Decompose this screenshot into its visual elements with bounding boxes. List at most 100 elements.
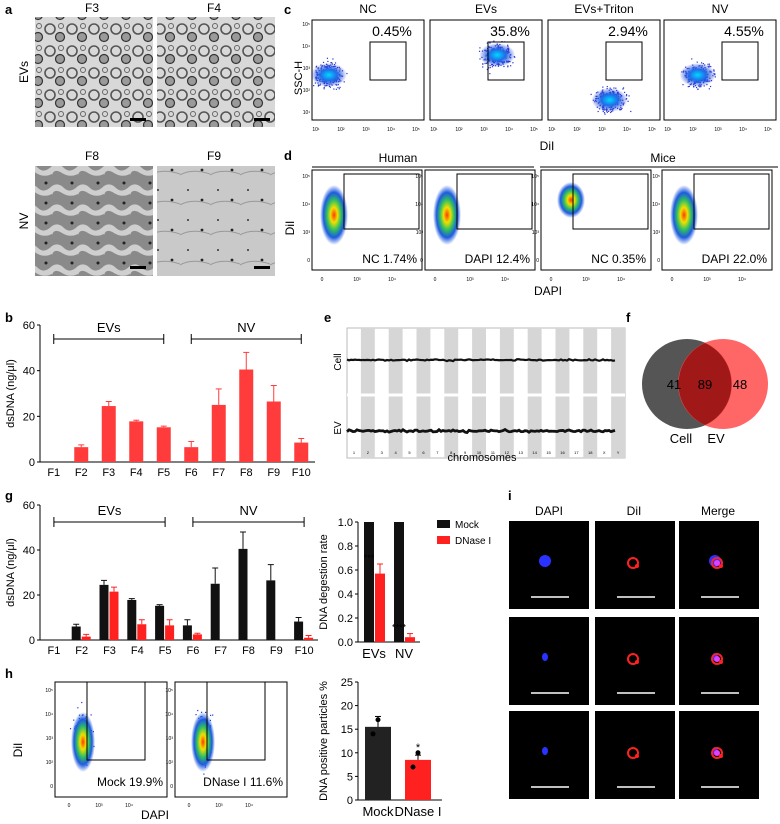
venn-label-ev: EV bbox=[707, 431, 725, 446]
bar bbox=[238, 548, 248, 640]
flow-d-ytick: 10³ bbox=[303, 230, 311, 236]
bar bbox=[99, 584, 109, 640]
chromosome-label: 6 bbox=[422, 450, 425, 455]
panel-h-ylabel: DiI bbox=[11, 743, 25, 758]
flow-h-ytick: 0 bbox=[50, 784, 53, 790]
flow-c-xtick: 10³ bbox=[480, 127, 488, 133]
chromosome-label: 5 bbox=[408, 450, 411, 455]
flow-c-frame bbox=[663, 19, 777, 121]
bar bbox=[266, 580, 276, 640]
bar bbox=[71, 626, 81, 640]
flow-c-xtick: 10¹ bbox=[664, 127, 672, 133]
x-tick-label: F1 bbox=[47, 467, 60, 479]
x-tick-label: F10 bbox=[292, 467, 311, 479]
flow-d-ytick: 10⁵ bbox=[415, 174, 423, 180]
panel-d-group-mice: Mice bbox=[650, 151, 676, 165]
chromosome-label: 18 bbox=[588, 450, 593, 455]
chromosome-label: 3 bbox=[381, 450, 384, 455]
flow-c-ytick: 10³ bbox=[303, 66, 311, 72]
flow-c-xtick: 10⁴ bbox=[505, 127, 513, 133]
flow-d-ytick: 0 bbox=[536, 258, 539, 264]
flow-c-percent: 4.55% bbox=[724, 23, 764, 39]
bar bbox=[405, 637, 415, 642]
flow-c-xtick: 10¹ bbox=[312, 127, 320, 133]
panel-letter-h: h bbox=[5, 666, 13, 681]
flow-c-xtick: 10³ bbox=[714, 127, 722, 133]
flow-c-xtick: 10⁴ bbox=[623, 127, 631, 133]
bar bbox=[364, 522, 374, 642]
flow-c-xtick: 10⁵ bbox=[648, 127, 656, 133]
bar bbox=[304, 637, 314, 640]
panel-c-xlabel: DiI bbox=[540, 139, 555, 153]
panel-letter-a: a bbox=[5, 2, 13, 17]
bar bbox=[192, 634, 202, 640]
tem-row-label-nv: NV bbox=[17, 213, 31, 230]
flow-d-xtick: 10⁴ bbox=[617, 277, 625, 283]
flow-c-xtick: 10² bbox=[337, 127, 345, 133]
y-tick-label: 60 bbox=[23, 500, 35, 512]
tem-image-f8 bbox=[35, 166, 153, 276]
flow-d-xtick: 0 bbox=[434, 277, 437, 283]
flow-h-gate bbox=[206, 681, 266, 761]
y-tick-label: 15 bbox=[341, 724, 353, 736]
tem-image-f4 bbox=[157, 17, 275, 127]
venn-right-count: 48 bbox=[733, 377, 747, 392]
chromosome-label: 7 bbox=[436, 450, 439, 455]
bar bbox=[129, 421, 144, 462]
flow-d-xtick: 10⁴ bbox=[738, 277, 746, 283]
panel-letter-b: b bbox=[5, 310, 13, 325]
bar bbox=[155, 605, 165, 640]
x-tick-label: DNase I bbox=[395, 804, 442, 819]
panel-letter-g: g bbox=[5, 488, 13, 503]
flow-h-ytick: 10³ bbox=[46, 736, 54, 742]
y-tick-label: 0.0 bbox=[338, 637, 353, 649]
y-tick-label: 1.0 bbox=[338, 517, 353, 529]
y-tick-label: 0.8 bbox=[338, 541, 353, 553]
flow-c-ytick: 10² bbox=[303, 88, 311, 94]
x-tick-label: F10 bbox=[295, 645, 314, 657]
x-tick-label: F5 bbox=[159, 645, 172, 657]
flow-d-ytick: 10⁵ bbox=[302, 174, 310, 180]
x-tick-label: F6 bbox=[186, 645, 199, 657]
bar bbox=[184, 447, 199, 462]
y-tick-label: 0.6 bbox=[338, 565, 353, 577]
bar bbox=[405, 759, 431, 800]
chart-b: 0 20 40 60 dsDNA (ng/μl) F1 F2 F3 F4 F5 F6 F7 F8 F9 F1… bbox=[5, 320, 315, 479]
flow-c-xtick: 10¹ bbox=[430, 127, 438, 133]
flow-c-title: EVs+Triton bbox=[574, 2, 633, 16]
micro-tile bbox=[509, 711, 589, 799]
flow-c-percent: 0.45% bbox=[372, 23, 412, 39]
tem-image-f3 bbox=[35, 17, 153, 127]
flow-d-gate bbox=[572, 173, 649, 230]
y-tick-label: 10 bbox=[341, 748, 353, 760]
flow-h-label: DNase I 11.6% bbox=[203, 775, 283, 789]
x-tick-label: NV bbox=[395, 646, 413, 661]
bar bbox=[156, 427, 171, 462]
panel-letter-c: c bbox=[284, 2, 291, 17]
flow-d-ytick: 0 bbox=[420, 258, 423, 264]
bar bbox=[182, 625, 192, 640]
y-tick-label: 0 bbox=[347, 795, 353, 807]
panel-e-row-cell: Cell bbox=[333, 353, 344, 370]
chromosome-label: 15 bbox=[546, 450, 551, 455]
panel-c: SSC-H DiI NC 0.45% 10¹ 10² 10³ 10⁴ 10⁵ 10⁵ 10⁴ 10… bbox=[293, 2, 777, 153]
flow-d-label: NC 0.35% bbox=[591, 252, 646, 266]
chromosome-label: 14 bbox=[532, 450, 537, 455]
flow-c-frame bbox=[429, 19, 543, 121]
panel-i: DAPI DiI Merge bbox=[509, 504, 759, 799]
panel-letter-f: f bbox=[626, 310, 631, 325]
flow-h-label: Mock 19.9% bbox=[97, 775, 163, 789]
micro-tile bbox=[595, 617, 675, 705]
x-tick-label: F8 bbox=[242, 645, 255, 657]
y-tick-label: 0.2 bbox=[338, 613, 353, 625]
y-tick-label: 25 bbox=[341, 677, 353, 689]
panel-f: 41 89 48 Cell EV bbox=[642, 339, 768, 446]
flow-c-ytick: 10⁴ bbox=[302, 44, 310, 50]
flow-c-gate bbox=[487, 41, 525, 81]
y-axis-label: DNA degestion rate bbox=[318, 534, 330, 629]
flow-d-ytick: 10⁵ bbox=[531, 174, 539, 180]
flow-c-ytick: 10¹ bbox=[303, 110, 311, 116]
flow-h-xtick: 0 bbox=[188, 803, 191, 809]
flow-c-xtick: 10³ bbox=[362, 127, 370, 133]
y-tick-label: 0 bbox=[29, 457, 35, 469]
